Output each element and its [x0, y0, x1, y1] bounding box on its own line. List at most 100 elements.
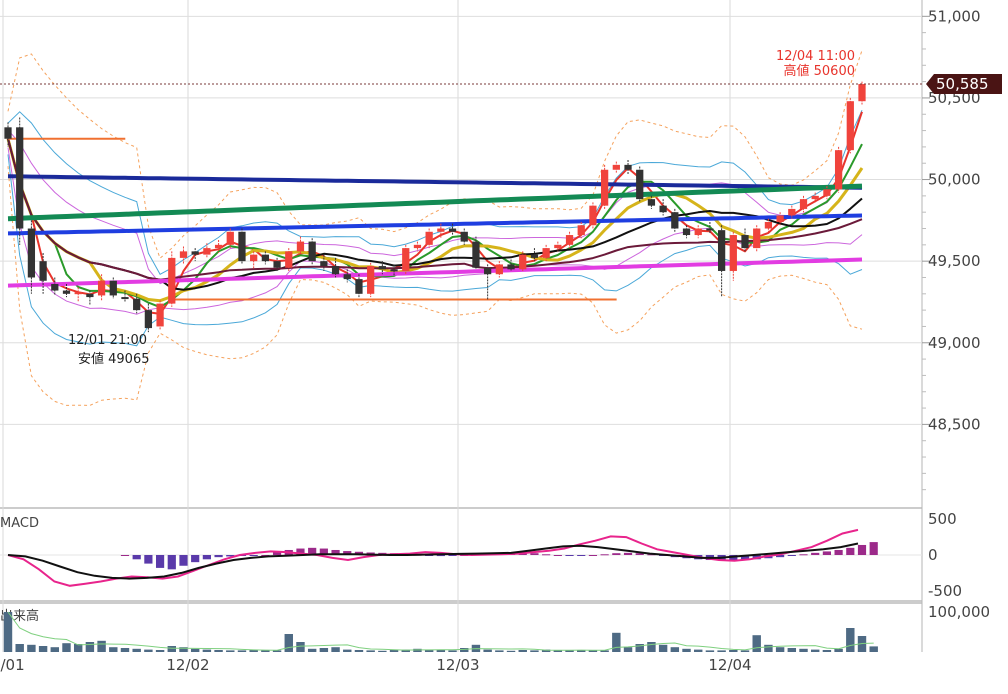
macd-histogram-bar — [553, 555, 562, 556]
volume-bar — [401, 649, 410, 652]
candle-up — [168, 257, 176, 304]
candle-down — [624, 164, 632, 170]
volume-bar — [378, 650, 387, 652]
volume-bar — [647, 642, 656, 652]
volume-bar — [577, 650, 586, 652]
candle-down — [706, 228, 714, 231]
candle-up — [402, 248, 410, 271]
candle-down — [27, 228, 36, 278]
candle-up — [554, 244, 562, 249]
bollinger-band-outer-lower — [7, 166, 863, 406]
volume-bar — [214, 650, 223, 652]
macd-histogram-bar — [436, 555, 445, 557]
candle-up — [97, 280, 106, 296]
macd-histogram-bar — [331, 549, 340, 555]
high-annotation-time: 12/04 11:00 — [776, 49, 855, 64]
candle-up — [799, 199, 808, 209]
macd-histogram-bar — [343, 551, 352, 555]
price-tick-label: 50,000 — [928, 171, 981, 189]
candle-up — [612, 164, 620, 170]
volume-bar — [284, 634, 293, 652]
volume-bar — [27, 644, 36, 652]
candle-down — [39, 261, 47, 281]
candle-up — [589, 205, 597, 226]
macd-histogram-bar — [846, 547, 855, 555]
macd-histogram-bar — [249, 555, 258, 556]
candle-up — [565, 235, 574, 245]
candle-up — [729, 235, 737, 271]
current-price-marker — [926, 74, 1002, 95]
candle-up — [846, 101, 854, 151]
macd-histogram-bar — [226, 555, 235, 557]
volume-bar — [612, 632, 621, 652]
candle-down — [273, 261, 281, 268]
bollinger-band-mid-upper — [7, 129, 863, 285]
candle-up — [203, 248, 211, 255]
macd-histogram-bar — [155, 555, 165, 568]
candle-up — [413, 244, 422, 249]
candle-down — [460, 231, 468, 242]
candle-down — [659, 205, 667, 213]
volume-bar — [144, 649, 153, 652]
volume-bar — [752, 635, 761, 652]
candle-up — [788, 208, 796, 216]
macd-histogram-bar — [869, 542, 878, 555]
candle-down — [4, 127, 12, 139]
macd-tick-label: 0 — [928, 546, 938, 564]
volume-bar — [530, 650, 539, 652]
volume-bar — [38, 646, 48, 652]
volume-bar — [226, 650, 235, 652]
macd-histogram-bar — [132, 555, 141, 560]
macd-histogram-bar — [623, 552, 633, 555]
macd-tick-label: 500 — [928, 510, 957, 528]
volume-bar — [495, 650, 504, 652]
volume-bar — [448, 650, 457, 652]
candle-up — [179, 251, 188, 258]
volume-bar — [307, 648, 317, 652]
volume-bar — [588, 650, 598, 652]
macd-histogram-bar — [857, 544, 867, 555]
candle-up — [823, 189, 831, 196]
volume-bar — [658, 644, 668, 652]
volume-bar — [799, 648, 808, 652]
volume-bar — [73, 644, 83, 652]
candle-down — [51, 284, 59, 291]
candle-up — [226, 231, 234, 245]
volume-bar — [249, 650, 258, 652]
candle-down — [671, 212, 679, 229]
macd-histogram-bar — [179, 555, 188, 566]
candle-down — [682, 228, 691, 236]
candle-up — [753, 228, 761, 249]
volume-bar — [50, 647, 60, 652]
date-tick-label: 12/04 — [708, 656, 751, 674]
volume-bar — [331, 647, 340, 652]
candle-up — [425, 231, 433, 245]
volume-ma-line — [7, 611, 874, 651]
candle-up — [601, 169, 609, 206]
volume-bar — [822, 650, 832, 652]
volume-bar — [717, 650, 726, 652]
macd-histogram-bar — [647, 554, 656, 556]
candle-up — [74, 292, 82, 295]
candle-up — [694, 228, 702, 236]
candle-down — [530, 254, 539, 258]
price-tick-label: 48,500 — [928, 415, 981, 433]
volume-bar — [635, 644, 644, 652]
candle-down — [109, 280, 117, 296]
moving-average-120 — [7, 183, 863, 222]
volume-bar — [62, 643, 71, 652]
volume-bar — [296, 642, 305, 652]
candle-up — [250, 254, 258, 262]
candle-down — [647, 199, 656, 206]
macd-histogram-bar — [261, 555, 270, 556]
candle-up — [834, 150, 843, 190]
macd-histogram-bar — [319, 548, 328, 555]
candle-down — [133, 298, 141, 311]
volume-bar — [694, 649, 703, 652]
candle-down — [144, 310, 153, 329]
candle-down — [86, 293, 94, 298]
volume-bar — [202, 649, 212, 652]
volume-bar — [787, 648, 797, 652]
volume-bar — [670, 647, 680, 652]
